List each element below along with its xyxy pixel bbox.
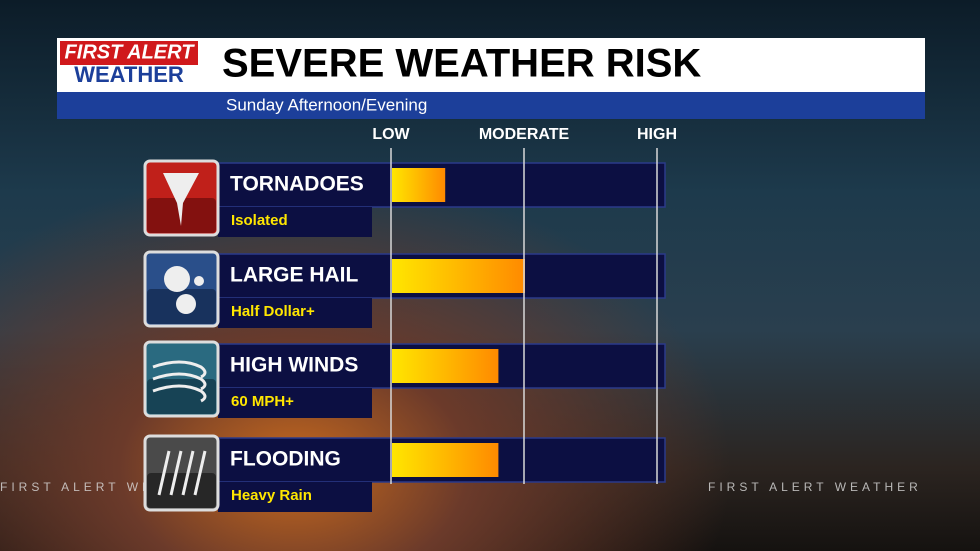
hail: [176, 294, 196, 314]
header-bar: [57, 38, 925, 92]
bar: [392, 443, 499, 477]
icon: [143, 340, 220, 418]
icon-shade: [147, 473, 216, 508]
hail: [194, 276, 204, 286]
icon: [143, 159, 220, 237]
desc-panel: [218, 298, 372, 328]
tornado-symbol: [163, 173, 199, 226]
category-label: FLOODING: [230, 448, 341, 471]
category-label: HIGH WINDS: [230, 354, 358, 377]
subheader-bar: [57, 92, 925, 119]
category-label: LARGE HAIL: [230, 264, 359, 287]
desc-panel: [218, 482, 372, 512]
rain: [169, 450, 183, 496]
wind: [152, 360, 207, 379]
icon: [143, 250, 220, 328]
logo-red: [60, 41, 198, 65]
logo-line1: FIRST ALERT: [65, 41, 196, 63]
description-label: Heavy Rain: [231, 487, 312, 504]
x-tick-label: MODERATE: [479, 126, 570, 143]
bar: [392, 349, 499, 383]
chart-title: SEVERE WEATHER RISK: [222, 42, 701, 86]
rain: [193, 450, 207, 496]
wind: [152, 372, 207, 391]
rain: [157, 450, 171, 496]
desc-panel: [218, 388, 372, 418]
watermark: FIRST ALERT WEATHER: [708, 480, 922, 494]
logo-line2: WEATHER: [74, 62, 184, 87]
x-tick-label: LOW: [372, 126, 410, 143]
rain: [181, 450, 195, 496]
description-label: Isolated: [231, 212, 288, 229]
category-label: TORNADOES: [230, 173, 364, 196]
description-label: 60 MPH+: [231, 393, 294, 410]
bar: [392, 168, 446, 202]
description-label: Half Dollar+: [231, 303, 315, 320]
bar: [392, 259, 525, 293]
subtitle: Sunday Afternoon/Evening: [226, 95, 427, 114]
icon: [143, 434, 220, 512]
desc-panel: [218, 207, 372, 237]
x-tick-label: HIGH: [637, 126, 677, 143]
wind: [152, 384, 207, 403]
hail: [164, 266, 190, 292]
